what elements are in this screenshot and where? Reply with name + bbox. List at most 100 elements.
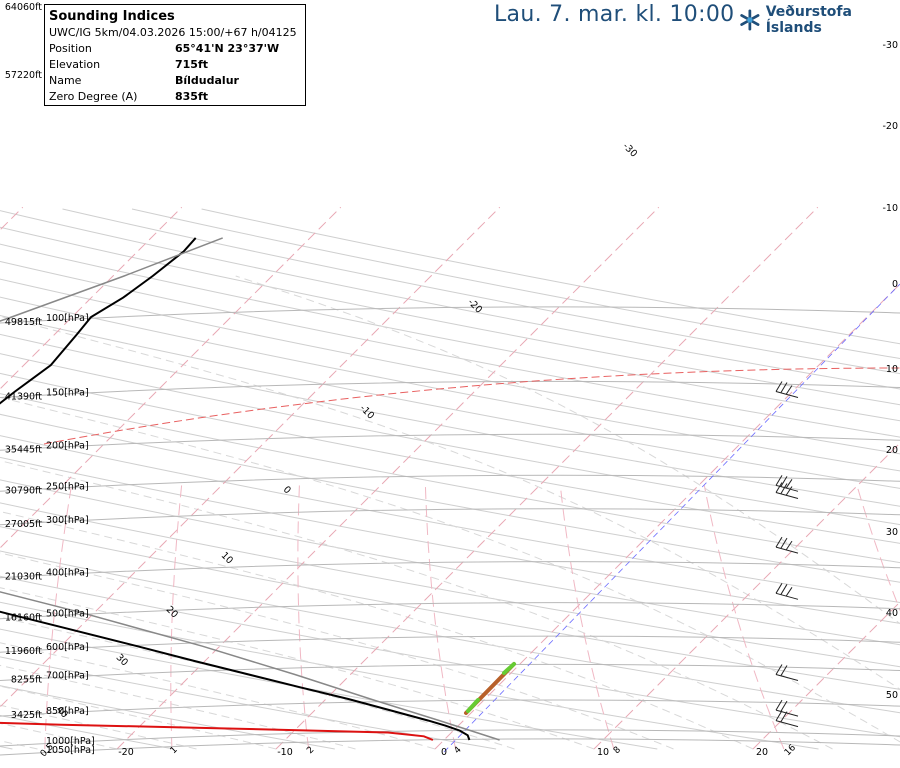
info-run: UWC/IG 5km/04.03.2026 15:00/+67 h/04125 — [49, 26, 297, 39]
dry-adiabat — [0, 372, 900, 544]
wind-barb — [775, 583, 799, 600]
wind-barb-feather — [780, 476, 788, 487]
isobar — [0, 561, 900, 579]
wind-barb-feather — [775, 482, 783, 493]
wind-barb-feather — [785, 479, 793, 489]
pressure-tick-label: 600[hPa] — [46, 642, 89, 653]
wind-barb-feather — [785, 540, 793, 551]
wind-barb — [775, 482, 799, 500]
isotherm — [593, 442, 900, 750]
wind-barb — [775, 536, 799, 554]
dry-adiabat — [0, 550, 900, 714]
series-parcel — [0, 237, 500, 741]
pressure-tick-label: 500[hPa] — [46, 609, 89, 620]
wind-barb — [775, 699, 799, 717]
temperature-tick-label: -10 — [277, 747, 293, 758]
mixing-ratio-line — [856, 485, 900, 612]
dry-adiabat — [0, 413, 900, 583]
wind-barb-feather — [775, 475, 783, 486]
wind-barb-feather — [780, 483, 788, 494]
dry-adiabat — [201, 208, 900, 345]
pressure-tick-label: 300[hPa] — [46, 515, 89, 526]
isobar — [0, 729, 900, 747]
wind-barb-feather — [785, 587, 793, 597]
dry-adiabat — [131, 208, 900, 360]
right-axis-label: 40 — [886, 608, 898, 619]
isobar — [0, 602, 900, 620]
info-row-elevation: Elevation 715ft — [49, 57, 305, 73]
sounding-info-box: Sounding Indices UWC/IG 5km/04.03.2026 1… — [44, 4, 306, 106]
temperature-tick-label: 20 — [756, 747, 768, 758]
surface-parcel-segment — [502, 662, 516, 675]
wind-barbs — [775, 381, 799, 728]
altitude-tick-label: 64060ft — [5, 2, 42, 13]
dry-adiabat — [0, 296, 900, 472]
altitude-tick-label: 49815ft — [5, 317, 42, 328]
brand-name: Veðurstofa Íslands — [765, 4, 852, 36]
isotherm-label: 0 — [281, 484, 293, 496]
tropopause-line — [43, 367, 900, 445]
mixing-ratio-label: 8 — [612, 745, 623, 756]
wind-barb-feather — [780, 584, 788, 595]
dry-adiabat — [0, 435, 900, 604]
altitude-tick-label: 3425ft — [11, 710, 42, 721]
zero-degree-line — [443, 283, 900, 753]
pressure-tick-label: 1050[hPa] — [46, 745, 95, 756]
right-axis-label: 0 — [892, 279, 898, 290]
info-value: 65°41'N 23°37'W — [175, 42, 280, 55]
isobar — [0, 663, 900, 681]
info-row-position: Position 65°41'N 23°37'W — [49, 41, 305, 57]
moist-adiabat — [0, 642, 436, 750]
dry-adiabat — [0, 393, 900, 564]
moist-adiabat — [0, 664, 356, 750]
dry-adiabat — [0, 226, 900, 406]
pressure-tick-label: 250[hPa] — [46, 481, 89, 492]
isobar — [0, 699, 900, 717]
isotherm-label: -20 — [465, 297, 484, 316]
pressure-tick-label: 700[hPa] — [46, 670, 89, 681]
isotherm — [116, 206, 660, 750]
moist-adiabat — [0, 315, 900, 690]
info-row-name: Name Bíldudalur — [49, 73, 305, 89]
info-value: 835ft — [175, 90, 209, 103]
wind-barb-staff — [775, 592, 799, 600]
isobar — [0, 738, 900, 756]
snowflake-logo-icon — [740, 9, 760, 31]
pressure-tick-label: 150[hPa] — [46, 387, 89, 398]
altitude-tick-label: 8255ft — [11, 674, 42, 685]
wind-barb-feather — [775, 710, 783, 721]
mixing-ratio-line — [703, 485, 785, 750]
wind-barb-feather — [780, 537, 788, 549]
chart-grid — [0, 206, 900, 756]
dry-adiabat — [0, 656, 497, 750]
right-axis-label: -20 — [882, 121, 898, 132]
wind-barb-feather — [785, 486, 793, 496]
dry-adiabat — [62, 208, 900, 375]
isotherm — [434, 283, 900, 750]
moist-adiabat — [0, 460, 833, 750]
wind-barb-feather — [775, 583, 783, 594]
forecast-time-title: Lau. 7. mar. kl. 10:00 — [494, 2, 735, 27]
isotherm-label: 10 — [219, 550, 235, 566]
altitude-tick-label: 35445ft — [5, 444, 42, 455]
right-axis-label: 10 — [886, 364, 898, 375]
isotherm-label: -10 — [357, 403, 376, 422]
isobar — [0, 474, 900, 492]
info-row-zero-degree: Zero Degree (A) 835ft — [49, 89, 305, 105]
moist-adiabat — [0, 616, 515, 750]
dry-adiabat — [0, 456, 900, 624]
dry-adiabat — [0, 502, 900, 668]
dry-adiabat — [0, 333, 900, 507]
mixing-ratio-line — [170, 485, 183, 750]
mixing-ratio-line — [297, 485, 310, 750]
right-axis-label: -30 — [882, 40, 898, 51]
dry-adiabat — [0, 353, 900, 526]
pressure-tick-label: 850[hPa] — [46, 706, 89, 717]
pressure-tick-label: 1000[hPa] — [46, 736, 95, 747]
info-label: Elevation — [49, 58, 101, 71]
dry-adiabat — [0, 628, 658, 750]
wind-barb-feather — [775, 536, 783, 548]
wind-barb-feather — [780, 382, 788, 393]
dry-adiabat — [0, 526, 900, 690]
